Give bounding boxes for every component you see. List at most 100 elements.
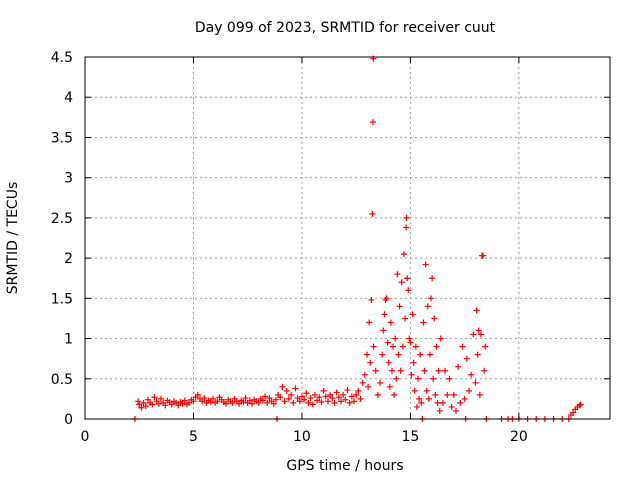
data-point	[149, 401, 156, 408]
data-point	[186, 399, 193, 406]
y-tick-label: 4	[64, 90, 73, 106]
y-tick-label: 0.5	[51, 372, 73, 388]
data-point	[398, 279, 405, 286]
data-point	[450, 391, 457, 398]
data-point	[201, 395, 208, 402]
data-point	[379, 351, 386, 358]
data-point	[446, 375, 453, 382]
data-point	[136, 401, 143, 408]
data-point	[418, 399, 425, 406]
data-point	[425, 395, 432, 402]
data-point	[305, 399, 312, 406]
data-point	[384, 339, 391, 346]
data-point	[383, 295, 390, 302]
data-point	[387, 319, 394, 326]
data-point	[477, 331, 484, 338]
data-point	[385, 359, 392, 366]
data-point	[429, 275, 436, 282]
data-point	[461, 395, 468, 402]
data-point	[482, 343, 489, 350]
data-point	[320, 387, 327, 394]
data-point	[324, 398, 331, 405]
data-point	[142, 403, 149, 410]
data-point	[473, 307, 480, 314]
data-point	[372, 367, 379, 374]
data-point	[327, 391, 334, 398]
data-point	[405, 287, 412, 294]
data-point	[335, 394, 342, 401]
data-point	[307, 395, 314, 402]
data-point	[342, 396, 349, 403]
data-point	[157, 395, 164, 402]
data-point	[175, 402, 182, 409]
data-point	[294, 395, 301, 402]
data-point	[400, 251, 407, 258]
data-point	[351, 398, 358, 405]
data-point	[413, 403, 420, 410]
data-point	[303, 390, 310, 397]
data-point	[155, 400, 162, 407]
data-point	[434, 399, 441, 406]
data-point	[470, 331, 477, 338]
data-point	[468, 371, 475, 378]
data-point	[428, 295, 435, 302]
data-point	[318, 399, 325, 406]
x-tick-label: 0	[81, 429, 90, 445]
data-point	[380, 327, 387, 334]
data-point	[408, 371, 415, 378]
data-point	[290, 399, 297, 406]
data-point	[368, 296, 375, 303]
data-point	[391, 391, 398, 398]
data-point	[357, 395, 364, 402]
data-point	[404, 275, 411, 282]
data-point	[412, 343, 419, 350]
data-point	[576, 402, 583, 409]
data-point	[465, 387, 472, 394]
data-point	[397, 367, 404, 374]
data-point	[264, 399, 271, 406]
data-point	[214, 398, 221, 405]
data-point	[420, 319, 427, 326]
data-point	[181, 397, 188, 404]
data-point	[424, 303, 431, 310]
data-point	[151, 394, 158, 401]
data-point	[377, 379, 384, 386]
data-point	[333, 389, 340, 396]
data-point	[395, 351, 402, 358]
data-point	[455, 363, 462, 370]
data-points	[131, 55, 584, 422]
data-point	[369, 210, 376, 217]
data-point	[138, 404, 145, 411]
data-point	[392, 335, 399, 342]
data-point	[437, 335, 444, 342]
data-point	[179, 400, 186, 407]
data-point	[270, 400, 277, 407]
data-point	[410, 359, 417, 366]
data-point	[481, 367, 488, 374]
axis-ticks: 0 5 10 15 20 0 0.5 1 1.5 2 2.5 3 3.5 4 4.5	[51, 50, 610, 445]
data-point	[277, 394, 284, 401]
data-point	[448, 403, 455, 410]
data-point	[361, 371, 368, 378]
data-point	[353, 391, 360, 398]
y-tick-label: 2	[64, 251, 73, 267]
data-point	[348, 393, 355, 400]
data-point	[472, 379, 479, 386]
data-point	[570, 409, 577, 416]
data-point	[340, 391, 347, 398]
data-point	[474, 351, 481, 358]
data-point	[394, 271, 401, 278]
data-point	[236, 400, 243, 407]
data-point	[369, 119, 376, 126]
y-tick-label: 3	[64, 171, 73, 187]
data-point	[452, 407, 459, 414]
data-point	[370, 343, 377, 350]
data-point	[266, 395, 273, 402]
data-point	[168, 401, 175, 408]
data-point	[399, 343, 406, 350]
data-point	[288, 391, 295, 398]
data-point	[476, 391, 483, 398]
data-point	[283, 387, 290, 394]
data-point	[365, 383, 372, 390]
